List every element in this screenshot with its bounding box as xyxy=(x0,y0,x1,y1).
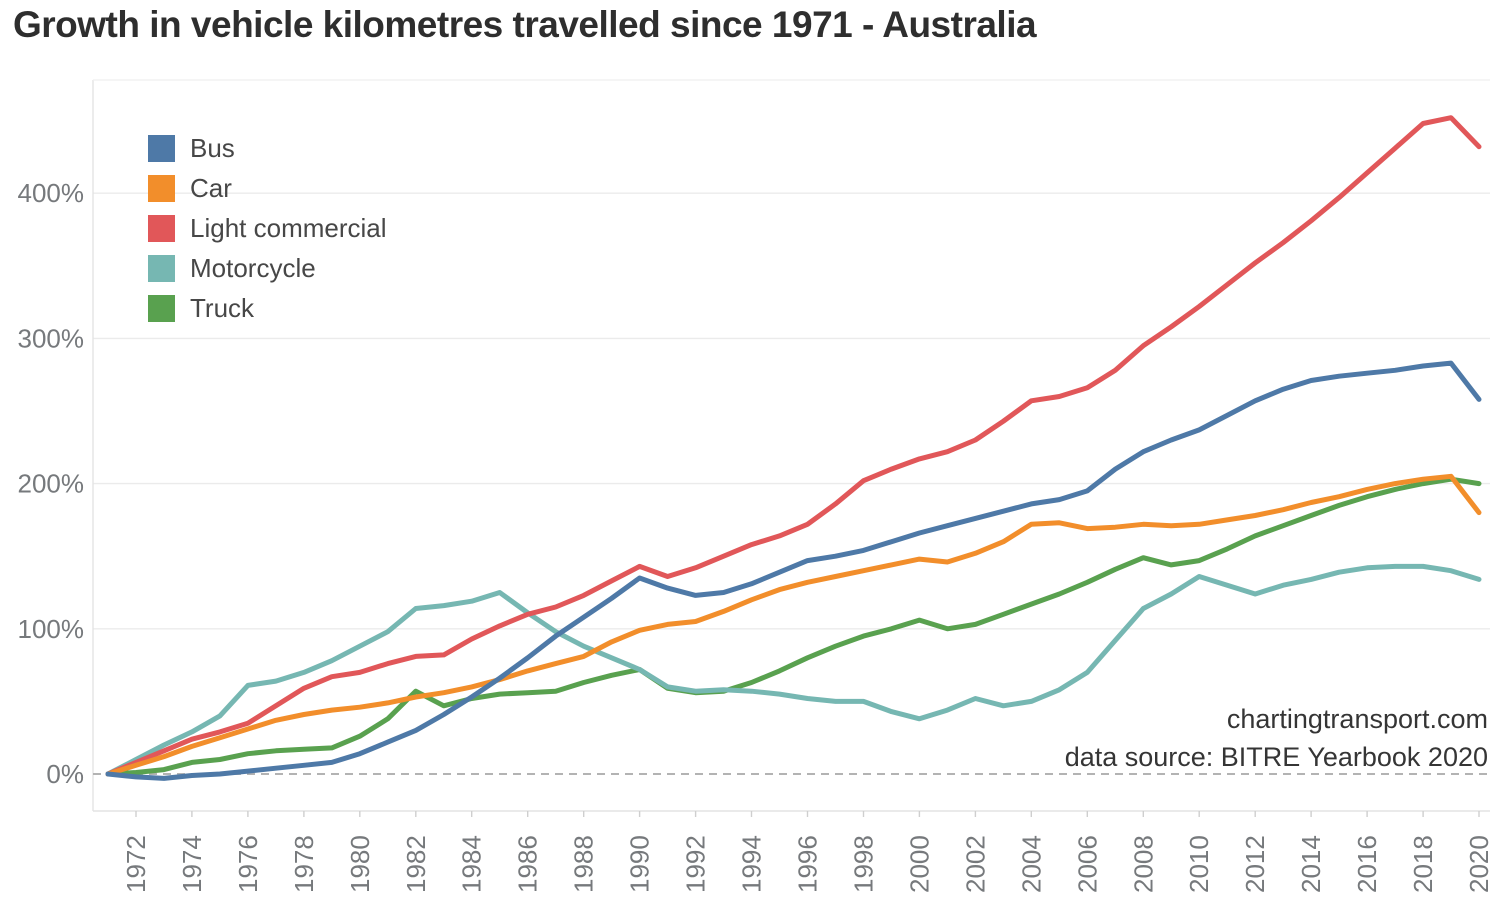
legend-swatch-light-commercial xyxy=(148,214,175,242)
x-tick-label: 2020 xyxy=(1464,835,1494,893)
legend-label-light-commercial: Light commercial xyxy=(190,212,387,243)
legend-label-car: Car xyxy=(190,172,232,203)
line-car xyxy=(105,473,1482,777)
x-tick-label: 1994 xyxy=(737,835,767,893)
line-light-commercial xyxy=(105,115,1482,777)
x-tick-label: 2016 xyxy=(1352,835,1382,893)
x-tick-label: 1982 xyxy=(401,835,431,893)
x-tick-label: 1984 xyxy=(457,835,487,893)
x-tick-label: 2014 xyxy=(1296,835,1326,893)
x-tick-label: 1974 xyxy=(177,835,207,893)
annotation-data-source: data source: BITRE Yearbook 2020 xyxy=(1064,742,1488,772)
legend-swatch-truck xyxy=(148,294,175,322)
x-tick-label: 2006 xyxy=(1072,835,1102,893)
x-tick-label: 2010 xyxy=(1184,835,1214,893)
legend-swatch-motorcycle xyxy=(148,254,175,282)
x-tick-label: 1972 xyxy=(121,835,151,893)
chart-title: Growth in vehicle kilometres travelled s… xyxy=(13,4,1037,45)
x-tick-label: 2004 xyxy=(1016,835,1046,893)
legend-label-motorcycle: Motorcycle xyxy=(190,252,316,283)
line-bus xyxy=(105,360,1482,781)
y-tick-label: 200% xyxy=(18,469,85,499)
legend-swatch-car xyxy=(148,174,175,202)
legend-item-truck: Truck xyxy=(148,288,387,328)
x-tick-label: 1992 xyxy=(681,835,711,893)
x-tick-label: 1978 xyxy=(289,835,319,893)
line-truck xyxy=(105,476,1482,777)
legend-item-car: Car xyxy=(148,168,387,208)
x-tick-label: 2000 xyxy=(904,835,934,893)
x-tick-label: 1990 xyxy=(625,835,655,893)
x-tick-label: 1976 xyxy=(233,835,263,893)
y-tick-label: 100% xyxy=(18,614,85,644)
x-tick-label: 2002 xyxy=(960,835,990,893)
legend-item-motorcycle: Motorcycle xyxy=(148,248,387,288)
x-tick-label: 2008 xyxy=(1128,835,1158,893)
legend-label-bus: Bus xyxy=(190,132,235,163)
x-tick-label: 1998 xyxy=(849,835,879,893)
legend-item-light-commercial: Light commercial xyxy=(148,208,387,248)
y-tick-label: 400% xyxy=(18,178,85,208)
legend-item-bus: Bus xyxy=(148,128,387,168)
y-tick-label: 0% xyxy=(46,759,84,789)
x-tick-label: 1996 xyxy=(793,835,823,893)
annotation-website: chartingtransport.com xyxy=(1226,704,1488,734)
legend-label-truck: Truck xyxy=(190,292,255,323)
legend: Bus Car Light commercial Motorcycle Truc… xyxy=(148,128,387,328)
x-tick-label: 1980 xyxy=(345,835,375,893)
x-tick-label: 1988 xyxy=(569,835,599,893)
x-tick-label: 1986 xyxy=(513,835,543,893)
x-tick-label: 2012 xyxy=(1240,835,1270,893)
x-tick-label: 2018 xyxy=(1408,835,1438,893)
legend-swatch-bus xyxy=(148,134,175,162)
source-annotation: chartingtransport.com data source: BITRE… xyxy=(1065,700,1488,776)
line-motorcycle xyxy=(105,563,1482,777)
y-tick-label: 300% xyxy=(18,323,85,353)
